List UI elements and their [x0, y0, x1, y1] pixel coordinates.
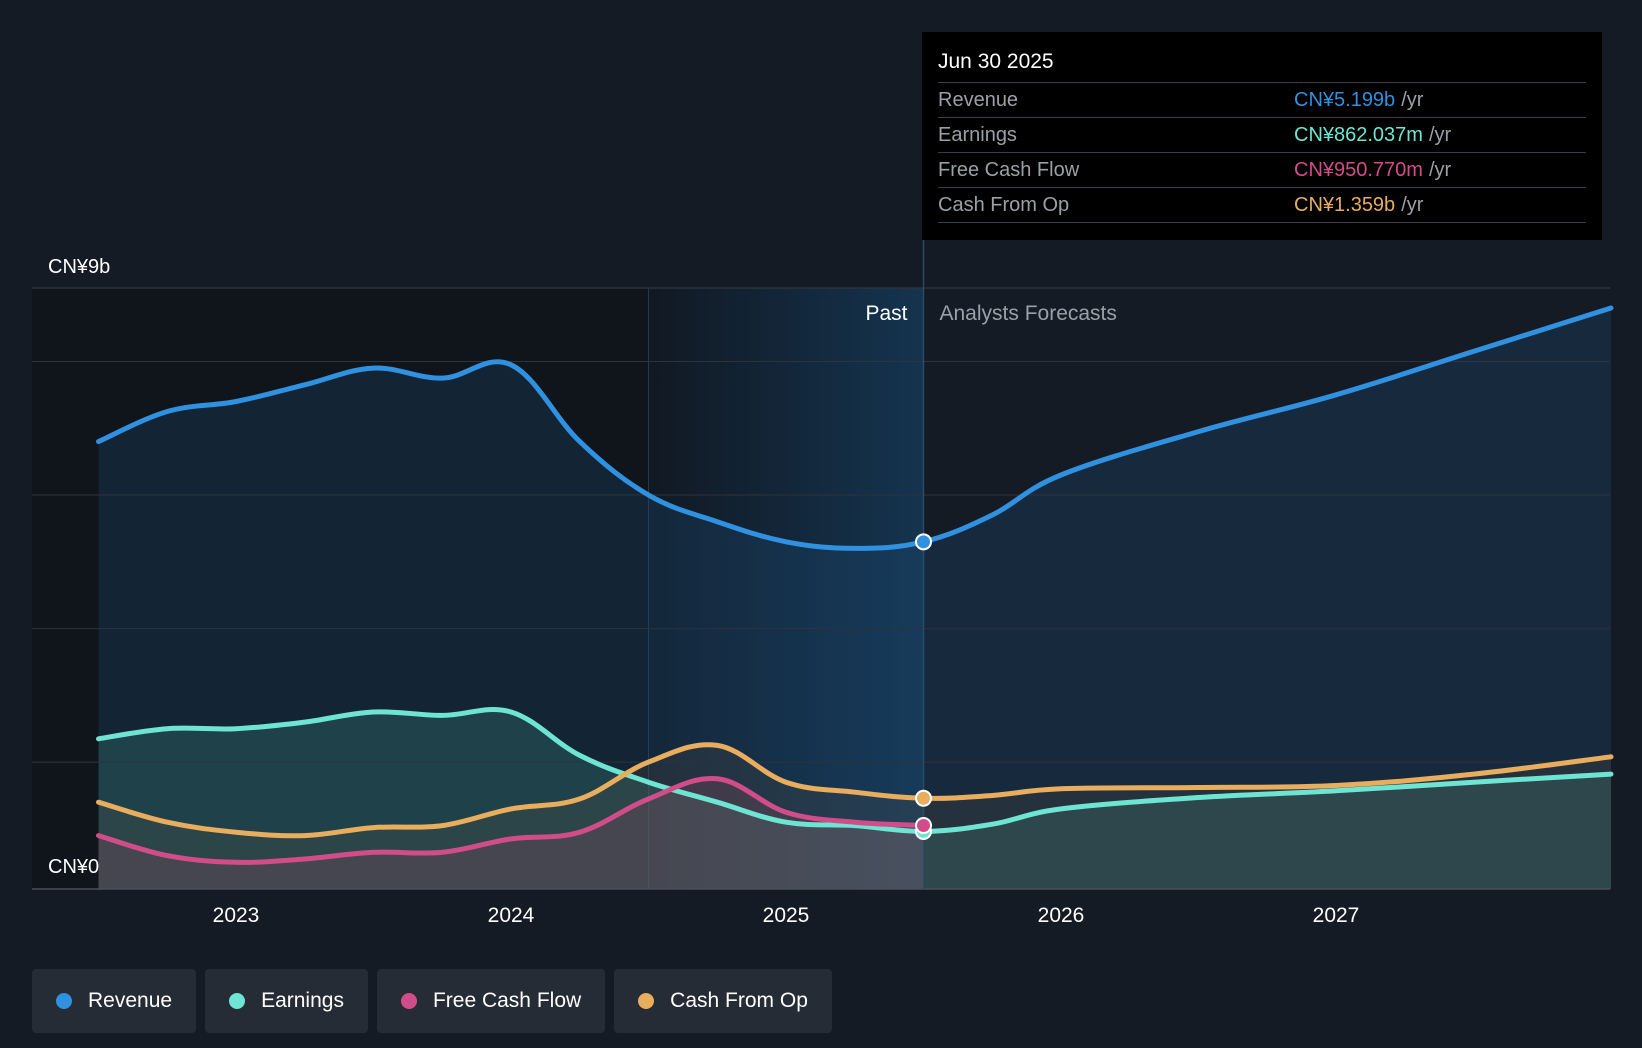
cash-from-op-area — [98, 744, 1611, 889]
x-tick-label: 2024 — [488, 904, 535, 927]
earnings-line — [96, 707, 1614, 834]
legend-item-free-cash-flow[interactable]: Free Cash Flow — [376, 969, 606, 1033]
free-cash-flow-line — [96, 776, 926, 865]
tooltip-label: Cash From Op — [938, 194, 1070, 216]
earnings-dot-icon — [229, 993, 246, 1009]
tooltip-unit: /yr — [1428, 159, 1452, 181]
tooltip-label: Free Cash Flow — [938, 159, 1080, 181]
revenue-point — [915, 533, 932, 551]
tooltip-row-revenue: Revenue CN¥5.199b /yr — [938, 83, 1586, 118]
revenue-line — [96, 305, 1614, 551]
cash-from-op-line — [96, 742, 1614, 839]
x-tick-label: 2023 — [213, 904, 260, 927]
legend-item-revenue[interactable]: Revenue — [32, 969, 197, 1033]
tooltip-value: CN¥5.199b — [1294, 89, 1396, 111]
revenue-area — [98, 308, 1611, 889]
highlight-band — [648, 288, 924, 889]
revenue-dot-icon — [56, 993, 72, 1009]
legend: Revenue Earnings Free Cash Flow Cash Fro… — [32, 969, 832, 1033]
x-tick-label: 2025 — [763, 904, 810, 927]
tooltip-label: Revenue — [938, 89, 1019, 111]
tooltip-label: Earnings — [938, 124, 1017, 146]
tooltip-row-earnings: Earnings CN¥862.037m /yr — [938, 118, 1586, 153]
tooltip-date: Jun 30 2025 — [938, 46, 1586, 83]
free-cash-flow-dot-icon — [400, 993, 417, 1009]
legend-label: Earnings — [261, 989, 344, 1012]
legend-label: Free Cash Flow — [432, 989, 582, 1012]
x-tick-label: 2027 — [1313, 904, 1360, 927]
y-axis-max-label: CN¥9b — [48, 256, 110, 278]
tooltip-value: CN¥1.359b — [1294, 194, 1396, 216]
tooltip-unit: /yr — [1401, 89, 1424, 111]
tooltip-unit: /yr — [1401, 194, 1424, 216]
past-label: Past — [865, 302, 907, 325]
tooltip-value: CN¥862.037m — [1294, 124, 1423, 146]
tooltip-row-free-cash-flow: Free Cash Flow CN¥950.770m /yr — [938, 153, 1586, 188]
legend-label: Revenue — [88, 989, 173, 1012]
tooltip-value: CN¥950.770m — [1294, 159, 1423, 181]
tooltip: Jun 30 2025 Revenue CN¥5.199b /yr Earnin… — [922, 32, 1602, 240]
cash-from-op-point — [915, 789, 932, 807]
tooltip-row-cash-from-op: Cash From Op CN¥1.359b /yr — [938, 188, 1586, 223]
x-tick-label: 2026 — [1038, 904, 1085, 927]
cash-from-op-dot-icon — [638, 993, 655, 1009]
y-axis-min-label: CN¥0 — [48, 856, 99, 878]
legend-item-earnings[interactable]: Earnings — [205, 969, 368, 1033]
legend-label: Cash From Op — [670, 989, 808, 1012]
free-cash-flow-point — [915, 816, 932, 834]
forecast-label: Analysts Forecasts — [940, 302, 1117, 325]
legend-item-cash-from-op[interactable]: Cash From Op — [614, 969, 832, 1033]
tooltip-unit: /yr — [1428, 124, 1452, 146]
